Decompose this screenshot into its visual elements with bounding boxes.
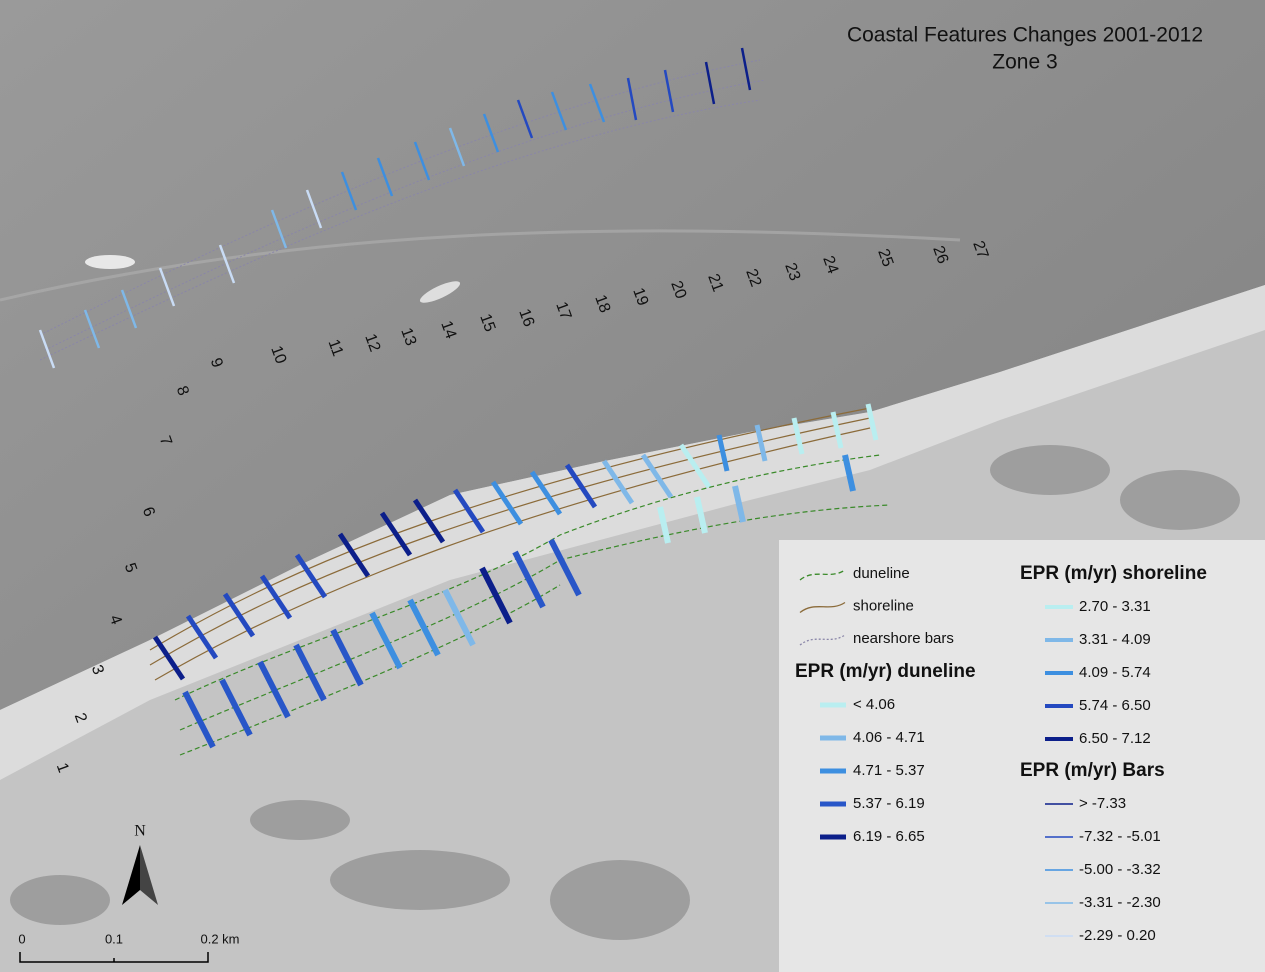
scale-label: 0 — [18, 931, 25, 946]
legend-label: 6.50 - 7.12 — [1079, 730, 1151, 747]
legend-label: > -7.33 — [1079, 795, 1126, 812]
legend: duneline shoreline nearshore bars EPR (m/yr… — [779, 540, 1265, 972]
legend-label: -5.00 - -3.32 — [1079, 861, 1161, 878]
legend-label: 5.74 - 6.50 — [1079, 697, 1151, 714]
legend-label: 5.37 - 6.19 — [853, 795, 925, 812]
legend-label: shoreline — [853, 597, 914, 614]
map: 1234567891011121314151617181920212223242… — [0, 0, 1265, 972]
legend-label: 4.06 - 4.71 — [853, 729, 925, 746]
legend-label: < 4.06 — [853, 696, 895, 713]
legend-label: 6.19 - 6.65 — [853, 828, 925, 845]
legend-label: -7.32 - -5.01 — [1079, 828, 1161, 845]
legend-box — [779, 540, 1265, 972]
legend-label: 4.71 - 5.37 — [853, 762, 925, 779]
legend-label: nearshore bars — [853, 630, 954, 647]
legend-label: 2.70 - 3.31 — [1079, 598, 1151, 615]
subtitle: Zone 3 — [992, 51, 1057, 74]
north-label: N — [134, 823, 146, 840]
scale-label: 0.2 km — [200, 931, 239, 946]
title: Coastal Features Changes 2001-2012 — [847, 24, 1203, 47]
legend-label: 3.31 - 4.09 — [1079, 631, 1151, 648]
legend-title: EPR (m/yr) Bars — [1020, 760, 1165, 781]
legend-title: EPR (m/yr) duneline — [795, 661, 976, 682]
scale-label: 0.1 — [105, 931, 123, 946]
legend-title: EPR (m/yr) shoreline — [1020, 563, 1207, 584]
legend-label: duneline — [853, 565, 910, 582]
legend-label: 4.09 - 5.74 — [1079, 664, 1151, 681]
boat-wake — [85, 255, 135, 269]
legend-label: -2.29 - 0.20 — [1079, 927, 1156, 944]
legend-label: -3.31 - -2.30 — [1079, 894, 1161, 911]
